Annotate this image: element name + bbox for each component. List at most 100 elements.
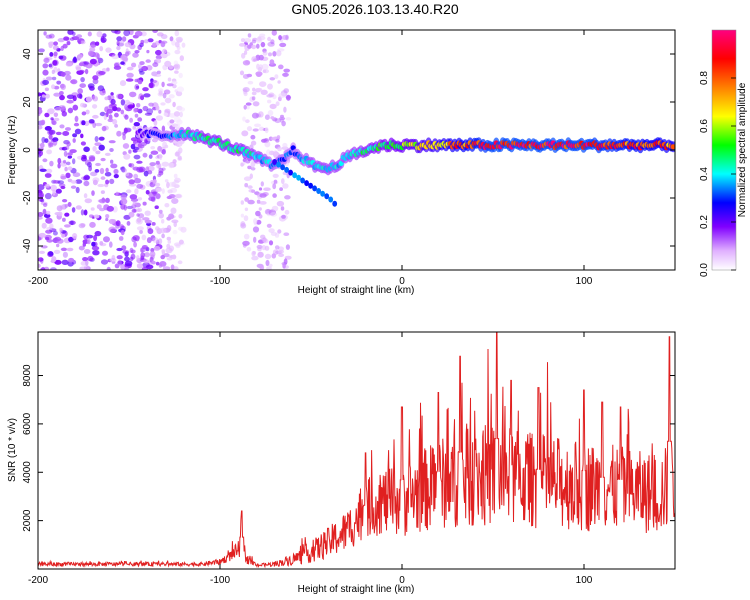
heatmap-noise-cell (251, 255, 259, 261)
heatmap-noise-cell (269, 103, 277, 110)
heatmap-noise-cell (255, 71, 263, 77)
heatmap-noise-cell (98, 144, 105, 151)
heatmap-noise-cell (60, 175, 67, 180)
heatmap-noise-cell (63, 36, 70, 41)
heatmap-noise-cell (155, 193, 161, 200)
heatmap-noise-cell (125, 189, 132, 194)
heatmap-noise-cell (97, 85, 105, 92)
heatmap-noise-cell (178, 72, 183, 79)
heatmap-noise-cell (137, 143, 143, 148)
heatmap-noise-cell (131, 62, 137, 68)
heatmap-noise-cell (253, 218, 258, 225)
heatmap-noise-cell (149, 162, 156, 167)
heatmap-noise-cell (105, 112, 109, 118)
heatmap-noise-cell (273, 179, 278, 184)
heatmap-noise-cell (91, 241, 96, 247)
heatmap-noise-cell (58, 55, 64, 60)
heatmap-noise-cell (175, 90, 183, 97)
heatmap-noise-cell (38, 212, 44, 217)
heatmap-noise-cell (118, 40, 125, 47)
heatmap-noise-cell (173, 266, 179, 270)
heatmap-noise-cell (247, 80, 254, 85)
heatmap-noise-cell (178, 140, 185, 145)
heatmap-noise-cell (272, 51, 277, 57)
heatmap-branch-cell (300, 177, 305, 184)
heatmap-noise-cell (96, 31, 103, 38)
heatmap-noise-cell (279, 42, 287, 48)
heatmap-noise-cell (156, 32, 164, 37)
heatmap-noise-cell (68, 236, 74, 243)
heatmap-noise-cell (58, 105, 66, 110)
heatmap-noise-cell (78, 223, 86, 229)
heatmap-noise-cell (53, 112, 59, 118)
heatmap-branch-cell (320, 190, 325, 197)
heatmap-noise-cell (247, 199, 255, 205)
x-tick-label: -200 (28, 575, 48, 586)
heatmap-noise-cell (109, 241, 113, 248)
heatmap-noise-cell (171, 198, 179, 204)
heatmap-noise-cell (134, 178, 141, 184)
heatmap-noise-cell (281, 214, 286, 219)
heatmap-noise-cell (113, 174, 119, 179)
heatmap-noise-cell (116, 93, 123, 100)
heatmap-noise-cell (99, 111, 106, 117)
heatmap-branch-cell (312, 185, 317, 192)
heatmap-noise-cell (178, 226, 184, 231)
heatmap-noise-cell (173, 111, 181, 117)
heatmap-noise-cell (258, 126, 265, 131)
colorbar-tick-label: 0.6 (699, 119, 710, 133)
heatmap-noise-cell (92, 179, 98, 186)
heatmap-noise-cell (51, 84, 56, 90)
heatmap-noise-cell (110, 98, 116, 105)
heatmap-noise-cell (85, 109, 90, 115)
heatmap-noise-cell (281, 178, 285, 185)
heatmap-noise-cell (267, 83, 273, 90)
heatmap-noise-cell (112, 206, 118, 213)
heatmap-noise-cell (239, 43, 246, 47)
heatmap-noise-cell (153, 73, 162, 77)
heatmap-noise-cell (112, 106, 118, 112)
heatmap-noise-cell (163, 112, 168, 117)
heatmap-noise-cell (72, 104, 79, 111)
heatmap-noise-cell (129, 256, 134, 262)
heatmap-noise-cell (256, 244, 263, 249)
heatmap-noise-cell (108, 140, 116, 144)
heatmap-noise-cell (172, 101, 176, 108)
heatmap-noise-cell (124, 256, 130, 262)
heatmap-noise-cell (242, 74, 250, 79)
snr-panel: -200 -100 0 100 2000 4000 6000 8000 Height of s… (7, 331, 676, 595)
heatmap-noise-cell (242, 87, 250, 93)
heatmap-noise-cell (271, 30, 277, 36)
heatmap-noise-cell (82, 242, 87, 247)
heatmap-noise-cell (120, 61, 125, 65)
heatmap-branch-cell (284, 166, 289, 173)
heatmap-noise-cell (180, 226, 187, 233)
heatmap-noise-cell (141, 245, 148, 250)
heatmap-noise-cell (171, 80, 178, 85)
heatmap-noise-cell (52, 59, 59, 66)
heatmap-noise-cell (243, 233, 250, 240)
heatmap-noise-cell (80, 133, 84, 139)
heatmap-noise-cell (167, 77, 172, 82)
heatmap-noise-cell (52, 230, 58, 236)
y-tick-label: -20 (22, 190, 33, 205)
heatmap-noise-cell (95, 41, 100, 46)
heatmap-noise-cell (171, 219, 179, 224)
heatmap-noise-cell (176, 119, 183, 125)
heatmap-noise-cell (179, 111, 184, 118)
heatmap-noise-cell (53, 41, 58, 46)
heatmap-noise-cell (271, 253, 277, 259)
heatmap-noise-cell (38, 232, 46, 238)
heatmap-noise-cell (283, 88, 290, 94)
heatmap-noise-cell (105, 197, 110, 204)
heatmap-noise-cell (123, 214, 131, 220)
heatmap-noise-cell (143, 170, 149, 177)
heatmap-noise-cell (114, 112, 119, 118)
heatmap-noise-cell (126, 72, 134, 78)
heatmap-noise-cell (94, 122, 103, 127)
heatmap-noise-cell (97, 57, 104, 64)
heatmap-noise-cell (122, 250, 130, 254)
heatmap-noise-cell (160, 41, 166, 48)
heatmap-branch-cell (296, 174, 301, 181)
heatmap-noise-cell (93, 52, 100, 58)
